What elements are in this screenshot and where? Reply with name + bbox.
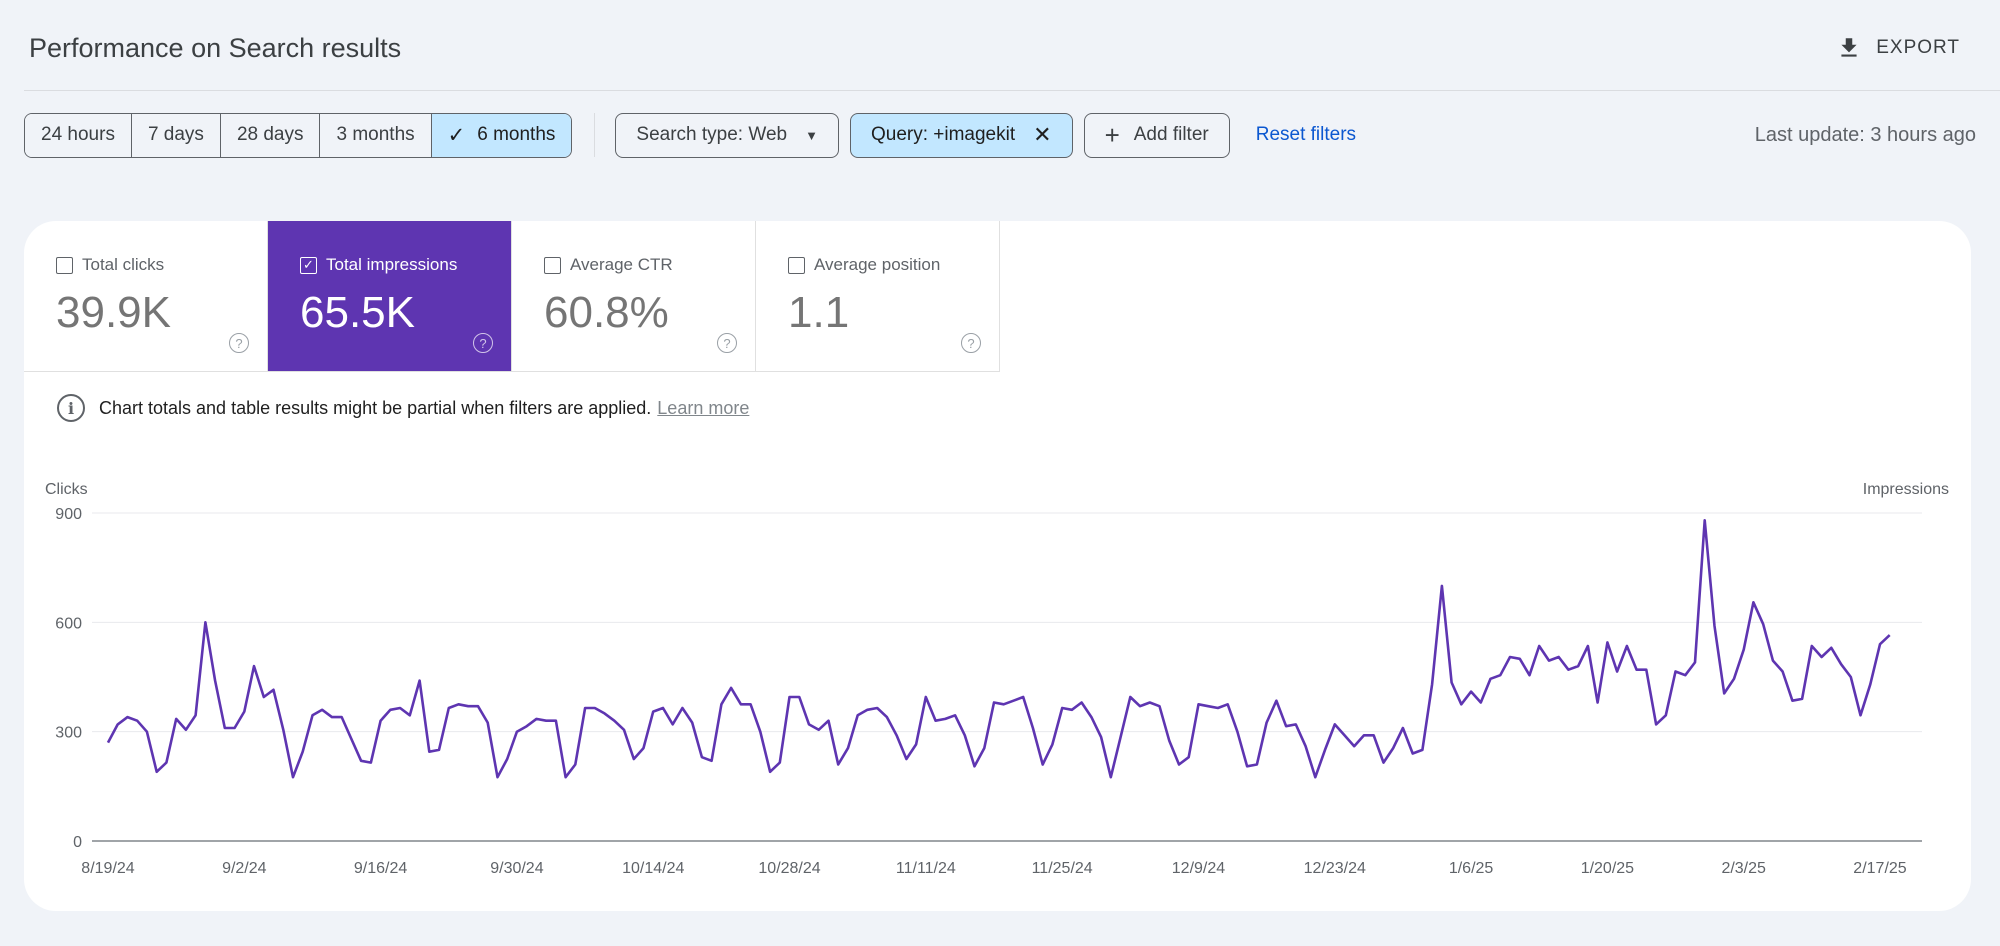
query-filter-chip[interactable]: Query: +imagekit ✕ <box>849 112 1073 158</box>
download-icon <box>1841 38 1857 57</box>
x-tick-label: 11/25/24 <box>1032 860 1093 877</box>
notice-text: Chart totals and table results might be … <box>99 397 652 418</box>
range-6-months-label: 6 months <box>477 124 556 145</box>
range-28-days[interactable]: 28 days <box>220 113 321 157</box>
metric-average-ctr[interactable]: Average CTR 60.8% ? <box>512 221 756 372</box>
checkbox-icon[interactable] <box>788 256 805 274</box>
x-tick-label: 9/30/24 <box>490 860 543 877</box>
y-tick-label: 600 <box>55 615 82 632</box>
add-filter-label: Add filter <box>1133 124 1209 145</box>
export-button[interactable]: EXPORT <box>1836 30 1960 66</box>
plus-icon: + <box>1104 120 1120 150</box>
x-tick-label: 12/23/24 <box>1304 860 1366 877</box>
checkbox-icon[interactable] <box>544 256 561 274</box>
x-tick-label: 9/16/24 <box>354 860 407 877</box>
x-tick-label: 1/6/25 <box>1449 860 1494 877</box>
metric-average-position[interactable]: Average position 1.1 ? <box>756 221 1000 372</box>
metric-label-text: Total impressions <box>326 255 458 274</box>
metric-value: 65.5K <box>300 288 415 337</box>
range-3-months[interactable]: 3 months <box>320 113 432 157</box>
reset-filters-link[interactable]: Reset filters <box>1255 124 1357 145</box>
range-7-days[interactable]: 7 days <box>131 113 221 157</box>
x-tick-label: 8/19/24 <box>81 860 134 877</box>
x-tick-label: 2/3/25 <box>1721 860 1766 877</box>
y-tick-label: 900 <box>55 506 82 523</box>
x-tick-label: 10/28/24 <box>758 860 820 877</box>
checkbox-checked-icon[interactable]: ✓ <box>300 256 317 274</box>
help-icon[interactable]: ? <box>229 333 249 353</box>
metric-total-clicks[interactable]: Total clicks 39.9K ? <box>24 221 268 372</box>
info-icon: i <box>57 394 85 422</box>
date-range-selector: 24 hours 7 days 28 days 3 months ✓ 6 mon… <box>24 112 573 158</box>
check-icon: ✓ <box>447 123 466 147</box>
header-divider <box>24 90 2000 91</box>
y-tick-label: 300 <box>55 725 82 742</box>
close-icon[interactable]: ✕ <box>1033 122 1052 147</box>
search-type-label: Search type: Web <box>636 124 788 145</box>
learn-more-link[interactable]: Learn more <box>657 397 750 418</box>
metric-label-text: Average position <box>814 255 941 274</box>
left-axis-label: Clicks <box>45 481 88 498</box>
x-tick-label: 9/2/24 <box>222 860 267 877</box>
x-tick-label: 11/11/24 <box>896 860 956 877</box>
metric-value: 60.8% <box>544 288 669 337</box>
metric-value: 39.9K <box>56 288 171 337</box>
performance-chart: Clicks Impressions 900 600 300 0 8/19/24 9/2/24… <box>45 481 1949 877</box>
performance-card: Total clicks 39.9K ? ✓ Total impressions … <box>24 221 1971 911</box>
help-icon[interactable]: ? <box>961 333 981 353</box>
metric-label: Total clicks <box>56 255 164 275</box>
partial-results-notice: i Chart totals and table results might b… <box>57 394 749 422</box>
query-filter-label: Query: +imagekit <box>870 124 1016 145</box>
metric-tabs: Total clicks 39.9K ? ✓ Total impressions … <box>24 221 1000 372</box>
metric-label-text: Average CTR <box>570 255 673 274</box>
checkbox-icon[interactable] <box>56 256 73 274</box>
metric-label: ✓ Total impressions <box>300 255 457 275</box>
page-title: Performance on Search results <box>29 33 402 63</box>
metric-total-impressions[interactable]: ✓ Total impressions 65.5K ? <box>268 221 512 372</box>
metric-label-text: Total clicks <box>82 255 165 274</box>
last-update-text: Last update: 3 hours ago <box>1754 123 1976 146</box>
x-tick-label: 2/17/25 <box>1853 860 1906 877</box>
caret-down-icon: ▼ <box>805 127 818 143</box>
toolbar-divider <box>594 113 596 157</box>
add-filter-button[interactable]: + Add filter <box>1083 112 1230 158</box>
x-tick-label: 12/9/24 <box>1172 860 1225 877</box>
impressions-series-line <box>106 518 1891 779</box>
export-label: EXPORT <box>1876 37 1960 58</box>
help-icon[interactable]: ? <box>473 333 493 353</box>
y-tick-label: 0 <box>73 834 82 851</box>
metric-value: 1.1 <box>788 288 850 337</box>
range-6-months[interactable]: ✓ 6 months <box>431 113 572 157</box>
metric-label: Average CTR <box>544 255 673 275</box>
right-axis-label: Impressions <box>1863 481 1949 498</box>
x-tick-label: 10/14/24 <box>622 860 684 877</box>
range-24-hours[interactable]: 24 hours <box>25 113 132 157</box>
metric-label: Average position <box>788 255 940 275</box>
search-type-dropdown[interactable]: Search type: Web ▼ <box>615 112 839 158</box>
x-tick-label: 1/20/25 <box>1581 860 1634 877</box>
help-icon[interactable]: ? <box>717 333 737 353</box>
filter-toolbar: 24 hours 7 days 28 days 3 months ✓ 6 mon… <box>24 112 1976 158</box>
